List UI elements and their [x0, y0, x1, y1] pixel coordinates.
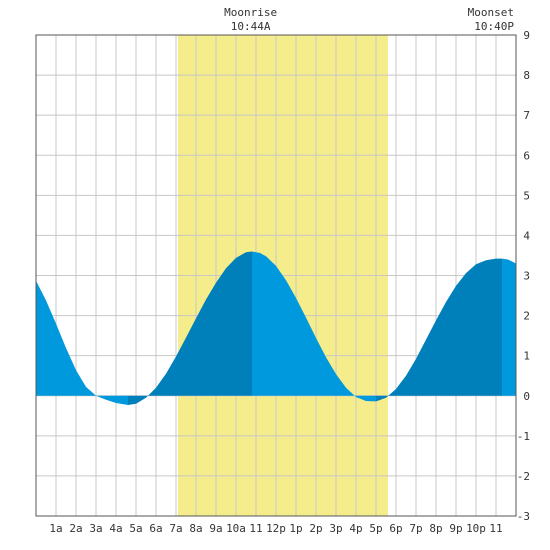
x-tick-label: 2a	[69, 522, 82, 535]
x-tick-label: 10p	[466, 522, 486, 535]
x-tick-label: 1a	[49, 522, 62, 535]
y-tick-label: -1	[517, 430, 530, 443]
y-tick-label: -2	[517, 470, 530, 483]
moon-event-title: Moonrise	[224, 6, 277, 19]
x-tick-labels: 1a 2a 3a 4a 5a 6a 7a 8a 9a 10a 11 12p 1p 2p 3p 4p 5p 6p 7p…	[49, 522, 502, 535]
y-tick-label: 8	[523, 69, 530, 82]
moon-event-time: 10:44A	[231, 20, 271, 33]
x-tick-label: 9p	[449, 522, 462, 535]
x-tick-label: 11	[249, 522, 262, 535]
y-tick-label: 4	[523, 229, 530, 242]
x-tick-label: 1p	[289, 522, 302, 535]
y-tick-label: -3	[517, 510, 530, 523]
x-tick-label: 3a	[89, 522, 102, 535]
x-tick-label: 6p	[389, 522, 402, 535]
x-tick-label: 5p	[369, 522, 382, 535]
tide-area-falling	[36, 280, 128, 405]
x-tick-label: 2p	[309, 522, 322, 535]
x-tick-label: 6a	[149, 522, 162, 535]
tide-area-falling	[502, 258, 516, 396]
y-tick-label: 1	[523, 350, 530, 363]
x-tick-label: 9a	[209, 522, 222, 535]
x-tick-label: 3p	[329, 522, 342, 535]
y-tick-label: 9	[523, 29, 530, 42]
x-tick-label: 4a	[109, 522, 122, 535]
x-tick-label: 7p	[409, 522, 422, 535]
x-tick-label: 8p	[429, 522, 442, 535]
y-tick-label: 6	[523, 149, 530, 162]
y-tick-label: 3	[523, 270, 530, 283]
y-tick-label: 7	[523, 109, 530, 122]
y-tick-label: 0	[523, 390, 530, 403]
tide-area-rising	[128, 251, 252, 405]
y-tick-labels: -3 -2 -1 0 1 2 3 4 5 6 7 8 9	[517, 29, 531, 523]
x-tick-label: 5a	[129, 522, 142, 535]
tide-area-layer	[36, 251, 516, 405]
x-tick-label: 10a	[226, 522, 246, 535]
y-tick-label: 2	[523, 310, 530, 323]
plot-frame	[35, 34, 517, 517]
moon-event-title: Moonset	[468, 6, 514, 19]
x-tick-label: 11	[489, 522, 502, 535]
x-tick-label: 4p	[349, 522, 362, 535]
x-tick-label: 8a	[189, 522, 202, 535]
x-tick-label: 12p	[266, 522, 286, 535]
x-tick-label: 7a	[169, 522, 182, 535]
tide-area-rising	[376, 258, 502, 402]
y-tick-label: 5	[523, 189, 530, 202]
tide-area-falling	[252, 251, 376, 402]
moon-event-time: 10:40P	[474, 20, 514, 33]
